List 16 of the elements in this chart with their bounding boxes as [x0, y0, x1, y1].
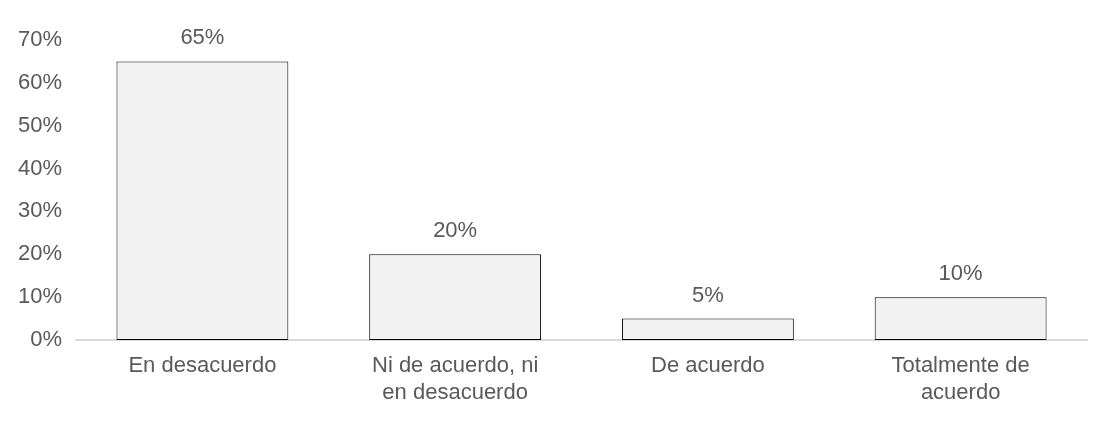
- y-tick-label: 40%: [17, 154, 63, 180]
- data-label: 20%: [433, 217, 478, 243]
- y-tick-label: 20%: [17, 240, 63, 266]
- y-tick-label: 70%: [17, 26, 63, 52]
- data-label: 65%: [180, 24, 225, 50]
- y-tick-label: 10%: [17, 283, 63, 309]
- x-tick-label: Totalmente de acuerdo: [891, 351, 1030, 405]
- y-tick-label: 50%: [17, 111, 63, 137]
- y-tick-label: 30%: [17, 197, 63, 223]
- data-label: 10%: [938, 260, 983, 286]
- x-tick-label: De acuerdo: [651, 351, 765, 377]
- x-tick-label: En desacuerdo: [128, 351, 277, 377]
- y-tick-label: 0%: [30, 326, 63, 352]
- x-tick-label: Ni de acuerdo, ni en desacuerdo: [371, 351, 539, 405]
- data-label: 5%: [691, 281, 724, 307]
- y-tick-label: 60%: [17, 68, 63, 94]
